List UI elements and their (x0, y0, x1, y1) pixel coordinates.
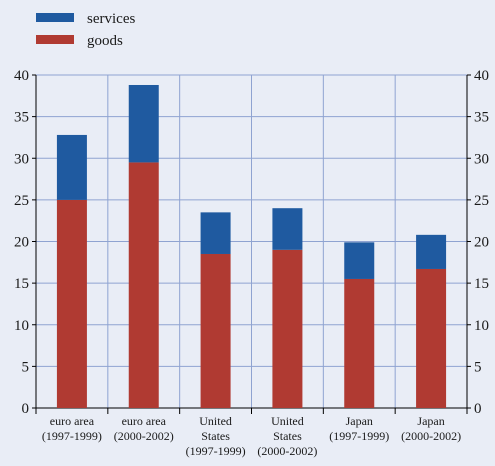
category-label: United States (1997-1999) (186, 414, 246, 458)
category-label: United States (2000-2002) (257, 414, 317, 458)
bar-goods (416, 268, 447, 408)
y-tick-label-left: 25 (14, 193, 29, 209)
y-tick-label-right: 40 (474, 68, 489, 84)
bar-goods (128, 162, 159, 408)
category-label-line: (2000-2002) (257, 444, 317, 458)
y-tick-label-right: 10 (474, 318, 489, 334)
bar-services (272, 208, 303, 250)
y-tick-label-right: 0 (474, 401, 482, 417)
legend-swatch-goods (36, 35, 74, 44)
y-tick-label-right: 25 (474, 193, 489, 209)
bar-goods (344, 278, 375, 408)
y-tick-label-right: 5 (474, 359, 482, 375)
category-label-line: (2000-2002) (401, 429, 461, 443)
legend-label-goods: goods (87, 33, 123, 49)
category-label-line: States (273, 429, 302, 443)
plot-area: 0 0 5 5 10 10 15 15 20 20 25 25 30 30 35 35 40 40 euro are… (14, 68, 489, 458)
category-label-line: (1997-1999) (329, 429, 389, 443)
category-label-line: United (199, 414, 232, 428)
bar-goods (56, 199, 87, 408)
category-label-line: (1997-1999) (42, 429, 102, 443)
category-label-line: (2000-2002) (114, 429, 174, 443)
category-label: euro area (2000-2002) (114, 414, 174, 443)
y-tick-label-right: 15 (474, 276, 489, 292)
category-label-line: euro area (122, 414, 167, 428)
legend-label-services: services (87, 11, 135, 27)
category-label: Japan (2000-2002) (401, 414, 461, 443)
bar-goods (272, 249, 303, 408)
y-tick-label-right: 20 (474, 235, 489, 251)
category-label-line: euro area (50, 414, 95, 428)
legend-swatch-services (36, 13, 74, 22)
bar-services (128, 84, 159, 163)
bar-services (56, 134, 87, 200)
bar-services (344, 242, 375, 279)
bar-services (200, 212, 231, 254)
legend: services goods (36, 11, 135, 49)
category-label: Japan (1997-1999) (329, 414, 389, 443)
y-tick-label-left: 20 (14, 235, 29, 251)
y-tick-label-left: 40 (14, 68, 29, 84)
y-tick-label-left: 15 (14, 276, 29, 292)
category-label: euro area (1997-1999) (42, 414, 102, 443)
category-label-line: Japan (346, 414, 373, 428)
y-tick-label-left: 10 (14, 318, 29, 334)
category-label-line: Japan (417, 414, 444, 428)
category-label-line: States (201, 429, 230, 443)
y-tick-label-left: 0 (22, 401, 30, 417)
y-tick-label-left: 30 (14, 151, 29, 167)
y-tick-label-left: 5 (22, 359, 30, 375)
y-tick-label-left: 35 (14, 110, 29, 126)
y-tick-label-right: 35 (474, 110, 489, 126)
category-label-line: (1997-1999) (186, 444, 246, 458)
bar-goods (200, 253, 231, 408)
category-label-line: United (271, 414, 304, 428)
bar-services (416, 234, 447, 269)
y-tick-label-right: 30 (474, 151, 489, 167)
